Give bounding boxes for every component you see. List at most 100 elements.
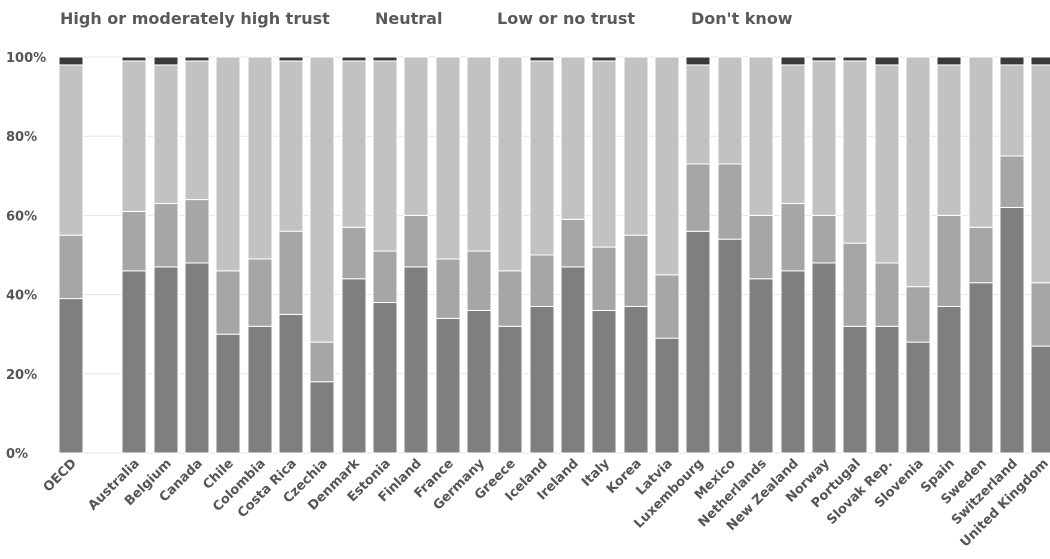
bar-neutral [717,163,743,240]
bar-don-t-know [529,56,555,62]
bar-group-iceland [529,56,555,454]
bar-high-or-moderately-high-trust [654,337,680,454]
bar-low-or-no-trust [435,56,461,260]
bar-group-korea [623,56,649,454]
bar-neutral [372,250,398,304]
bar-high-or-moderately-high-trust [1030,345,1050,454]
bar-group-portugal [842,56,868,454]
bar-high-or-moderately-high-trust [780,270,806,454]
bar-don-t-know [121,56,147,62]
bar-low-or-no-trust [153,64,179,205]
bar-don-t-know [372,56,398,62]
bar-group-canada [184,56,210,454]
bar-high-or-moderately-high-trust [936,305,962,454]
bar-neutral [403,214,429,268]
bar-group-denmark [341,56,367,454]
legend-high-or-moderately-high-trust: High or moderately high trust [60,9,330,28]
legend-neutral: Neutral [375,9,442,28]
bar-neutral [247,258,273,327]
bar-low-or-no-trust [874,64,900,264]
bar-neutral [560,218,586,268]
bar-high-or-moderately-high-trust [591,309,617,454]
bar-don-t-know [999,56,1025,66]
bar-high-or-moderately-high-trust [309,381,335,454]
bar-low-or-no-trust [278,60,304,232]
bar-high-or-moderately-high-trust [623,305,649,454]
bar-group-slovenia [905,56,931,454]
bar-high-or-moderately-high-trust [717,238,743,454]
bar-group-ireland [560,56,586,454]
bar-high-or-moderately-high-trust [58,298,84,454]
bar-high-or-moderately-high-trust [968,282,994,454]
bar-neutral [811,214,837,264]
bar-neutral [153,203,179,268]
bar-neutral [623,234,649,307]
bar-low-or-no-trust [654,56,680,276]
bar-neutral [309,341,335,383]
bar-high-or-moderately-high-trust [153,266,179,454]
bar-neutral [748,214,774,280]
bar-low-or-no-trust [121,60,147,212]
bar-don-t-know [153,56,179,66]
bar-neutral [591,246,617,311]
bar-neutral [936,214,962,307]
bar-group-switzerland [999,56,1025,454]
bar-low-or-no-trust [905,56,931,288]
bar-high-or-moderately-high-trust [842,325,868,454]
bar-low-or-no-trust [58,64,84,236]
bar-group-colombia [247,56,273,454]
bar-low-or-no-trust [247,56,273,260]
bar-low-or-no-trust [184,60,210,201]
bar-don-t-know [780,56,806,66]
y-tick-label: 60% [6,209,37,224]
bar-group-united-kingdom [1030,56,1050,454]
bar-high-or-moderately-high-trust [999,206,1025,454]
bar-high-or-moderately-high-trust [247,325,273,454]
bar-don-t-know [936,56,962,66]
bar-low-or-no-trust [936,64,962,216]
bar-high-or-moderately-high-trust [874,325,900,454]
bar-low-or-no-trust [780,64,806,205]
bar-low-or-no-trust [748,56,774,216]
bar-neutral [874,262,900,327]
bar-group-finland [403,56,429,454]
bar-don-t-know [58,56,84,66]
bar-high-or-moderately-high-trust [905,341,931,454]
legend: High or moderately high trust Neutral Low … [60,9,793,28]
bar-neutral [842,242,868,327]
bar-low-or-no-trust [529,60,555,256]
bar-group-germany [466,56,492,454]
bar-group-czechia [309,56,335,454]
x-axis: OECD AustraliaBelgiumCanadaChileColombiaC… [41,456,1050,550]
bar-high-or-moderately-high-trust [341,278,367,454]
y-tick-label: 100% [6,51,46,66]
bar-group-new-zealand [780,56,806,454]
bar-group-latvia [654,56,680,454]
bar-high-or-moderately-high-trust [372,302,398,454]
bar-high-or-moderately-high-trust [560,266,586,454]
bar-low-or-no-trust [309,56,335,343]
bar-neutral [780,203,806,272]
bar-don-t-know [278,56,304,62]
bar-group-oecd [58,56,84,454]
bar-high-or-moderately-high-trust [278,313,304,454]
bar-group-chile [215,56,241,454]
bar-high-or-moderately-high-trust [466,309,492,454]
bar-don-t-know [341,56,367,62]
bar-group-sweden [968,56,994,454]
bar-neutral [685,163,711,232]
legend-low-or-no-trust: Low or no trust [497,9,635,28]
x-tick-label: OECD [41,456,80,495]
bar-don-t-know [1030,56,1050,66]
bar-don-t-know [874,56,900,66]
bar-neutral [184,199,210,264]
y-tick-label: 40% [6,289,37,304]
bar-low-or-no-trust [1030,64,1050,284]
bar-high-or-moderately-high-trust [403,266,429,454]
bar-low-or-no-trust [685,64,711,165]
bar-group-luxembourg [685,56,711,454]
bar-neutral [497,270,523,327]
bar-don-t-know [842,56,868,62]
bar-neutral [121,210,147,272]
